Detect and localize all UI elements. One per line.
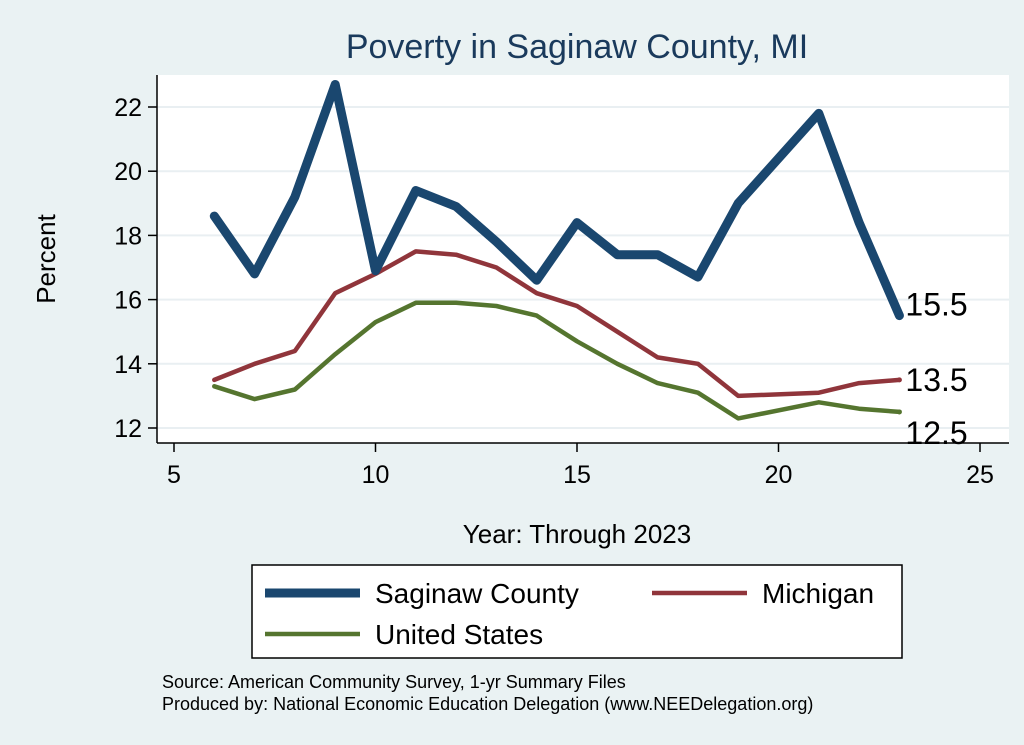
- series-end-point: [896, 377, 902, 383]
- series-end-point: [896, 409, 902, 415]
- y-tick-label: 14: [114, 351, 142, 379]
- y-tick-label: 20: [114, 158, 142, 186]
- source-note: Source: American Community Survey, 1-yr …: [162, 672, 626, 692]
- x-tick-label: 10: [362, 461, 390, 489]
- x-tick-label: 5: [167, 461, 181, 489]
- plot-area: [157, 75, 1009, 443]
- x-axis-label: Year: Through 2023: [463, 519, 691, 549]
- y-tick-label: 22: [114, 94, 142, 122]
- end-label: 12.5: [905, 415, 967, 451]
- legend-label: Saginaw County: [375, 578, 579, 609]
- y-tick-label: 16: [114, 287, 142, 315]
- x-tick-label: 20: [765, 461, 793, 489]
- x-tick-label: 15: [563, 461, 591, 489]
- series-line-saginaw-county: [209, 80, 904, 321]
- x-tick-label: 25: [966, 461, 994, 489]
- series-lines: [209, 80, 904, 421]
- legend-box: [251, 564, 903, 659]
- series-line-michigan: [212, 249, 902, 399]
- chart-title: Poverty in Saginaw County, MI: [346, 28, 808, 66]
- series-end-point: [896, 313, 902, 319]
- end-labels: 15.5 13.5 12.5: [905, 287, 967, 451]
- grid-lines: [157, 106, 1009, 429]
- y-tick-label: 18: [114, 222, 142, 250]
- series-line-united-states: [212, 300, 902, 421]
- axes: 12 14 16 18 20 22 5 10 15 20 25: [114, 75, 1009, 489]
- y-axis-label: Percent: [31, 213, 61, 303]
- legend-label: Michigan: [762, 578, 874, 609]
- end-label: 15.5: [905, 287, 967, 323]
- y-tick-label: 12: [114, 415, 142, 443]
- produced-note: Produced by: National Economic Education…: [162, 694, 813, 714]
- end-label: 13.5: [905, 362, 967, 398]
- legend: Saginaw County Michigan United States: [251, 564, 903, 659]
- legend-label: United States: [375, 619, 543, 650]
